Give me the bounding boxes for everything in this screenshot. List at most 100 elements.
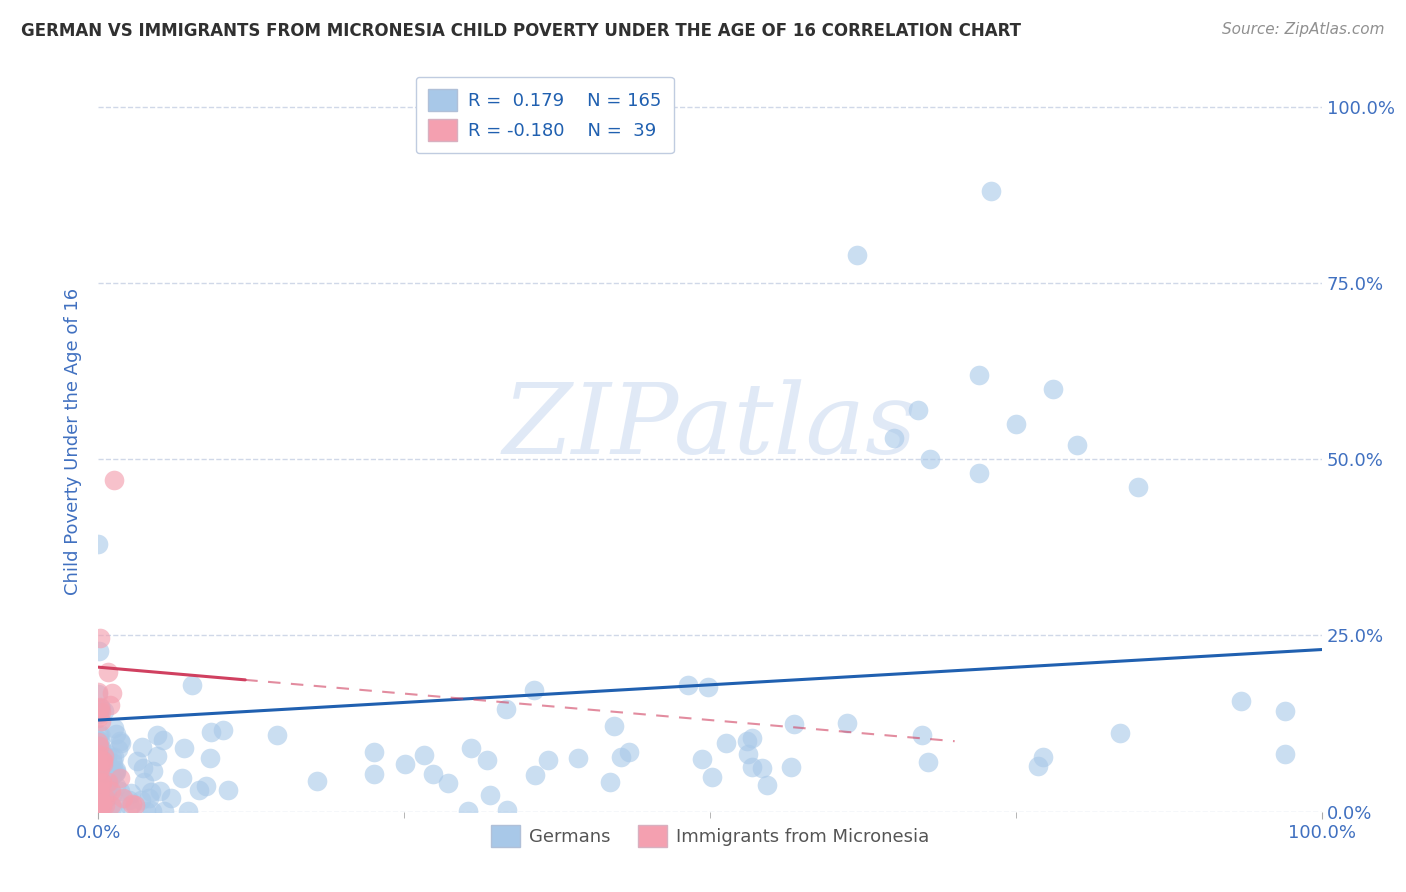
Point — [142, 764, 165, 778]
Point — [118, 798, 141, 813]
Point — [845, 248, 868, 262]
Point — [91, 757, 114, 772]
Point — [96, 784, 118, 798]
Point — [89, 760, 111, 774]
Point — [101, 799, 124, 814]
Point — [87, 743, 110, 757]
Text: ZIPatlas: ZIPatlas — [503, 379, 917, 475]
Point — [134, 774, 156, 789]
Point — [599, 774, 621, 789]
Point — [90, 760, 112, 774]
Point — [89, 747, 111, 761]
Point — [97, 777, 120, 791]
Point — [177, 804, 200, 818]
Point — [101, 765, 124, 780]
Point — [89, 644, 111, 658]
Point — [567, 751, 589, 765]
Point — [97, 775, 120, 789]
Point — [90, 750, 112, 764]
Point — [1026, 759, 1049, 773]
Point — [94, 797, 117, 812]
Point — [422, 766, 444, 780]
Point — [495, 702, 517, 716]
Point — [87, 732, 110, 747]
Point — [90, 797, 112, 812]
Point — [91, 774, 114, 789]
Point — [91, 753, 114, 767]
Point — [883, 431, 905, 445]
Point — [100, 797, 122, 812]
Point — [160, 791, 183, 805]
Point — [104, 764, 127, 778]
Point — [87, 739, 110, 754]
Point — [394, 757, 416, 772]
Point — [537, 753, 560, 767]
Point — [91, 766, 114, 780]
Point — [610, 750, 633, 764]
Point — [89, 726, 111, 740]
Point — [94, 786, 117, 800]
Point — [173, 741, 195, 756]
Point — [737, 747, 759, 761]
Point — [87, 685, 110, 699]
Point — [94, 766, 117, 780]
Point — [187, 783, 209, 797]
Point — [1128, 480, 1150, 494]
Point — [91, 770, 114, 784]
Point — [105, 780, 128, 794]
Point — [101, 756, 124, 770]
Legend: Germans, Immigrants from Micronesia: Germans, Immigrants from Micronesia — [484, 818, 936, 855]
Point — [780, 760, 803, 774]
Point — [980, 184, 1002, 198]
Point — [87, 739, 110, 753]
Point — [87, 756, 110, 770]
Point — [460, 740, 482, 755]
Point — [96, 762, 118, 776]
Point — [96, 753, 118, 767]
Point — [91, 754, 114, 768]
Point — [495, 803, 517, 817]
Point — [108, 733, 131, 747]
Point — [96, 665, 118, 680]
Point — [87, 797, 110, 812]
Point — [129, 793, 152, 807]
Point — [181, 677, 204, 691]
Point — [741, 731, 763, 745]
Point — [198, 751, 221, 765]
Point — [132, 761, 155, 775]
Point — [89, 734, 111, 748]
Point — [90, 714, 112, 728]
Point — [89, 763, 111, 777]
Point — [89, 705, 111, 719]
Point — [1066, 438, 1088, 452]
Point — [96, 780, 118, 795]
Point — [152, 733, 174, 747]
Point — [603, 719, 626, 733]
Point — [104, 727, 127, 741]
Point — [90, 804, 112, 818]
Point — [146, 748, 169, 763]
Point — [97, 775, 120, 789]
Point — [100, 686, 122, 700]
Point — [523, 683, 546, 698]
Point — [89, 779, 111, 793]
Point — [141, 804, 163, 818]
Point — [714, 736, 737, 750]
Point — [89, 631, 111, 645]
Point — [94, 789, 117, 803]
Point — [103, 750, 125, 764]
Point — [101, 788, 124, 802]
Point — [87, 786, 110, 800]
Point — [363, 745, 385, 759]
Point — [139, 785, 162, 799]
Point — [94, 776, 117, 790]
Point — [87, 804, 110, 818]
Point — [121, 797, 143, 811]
Text: Source: ZipAtlas.com: Source: ZipAtlas.com — [1222, 22, 1385, 37]
Point — [90, 739, 112, 754]
Point — [127, 755, 149, 769]
Point — [152, 804, 174, 818]
Point — [100, 770, 122, 784]
Point — [783, 717, 806, 731]
Point — [103, 473, 125, 487]
